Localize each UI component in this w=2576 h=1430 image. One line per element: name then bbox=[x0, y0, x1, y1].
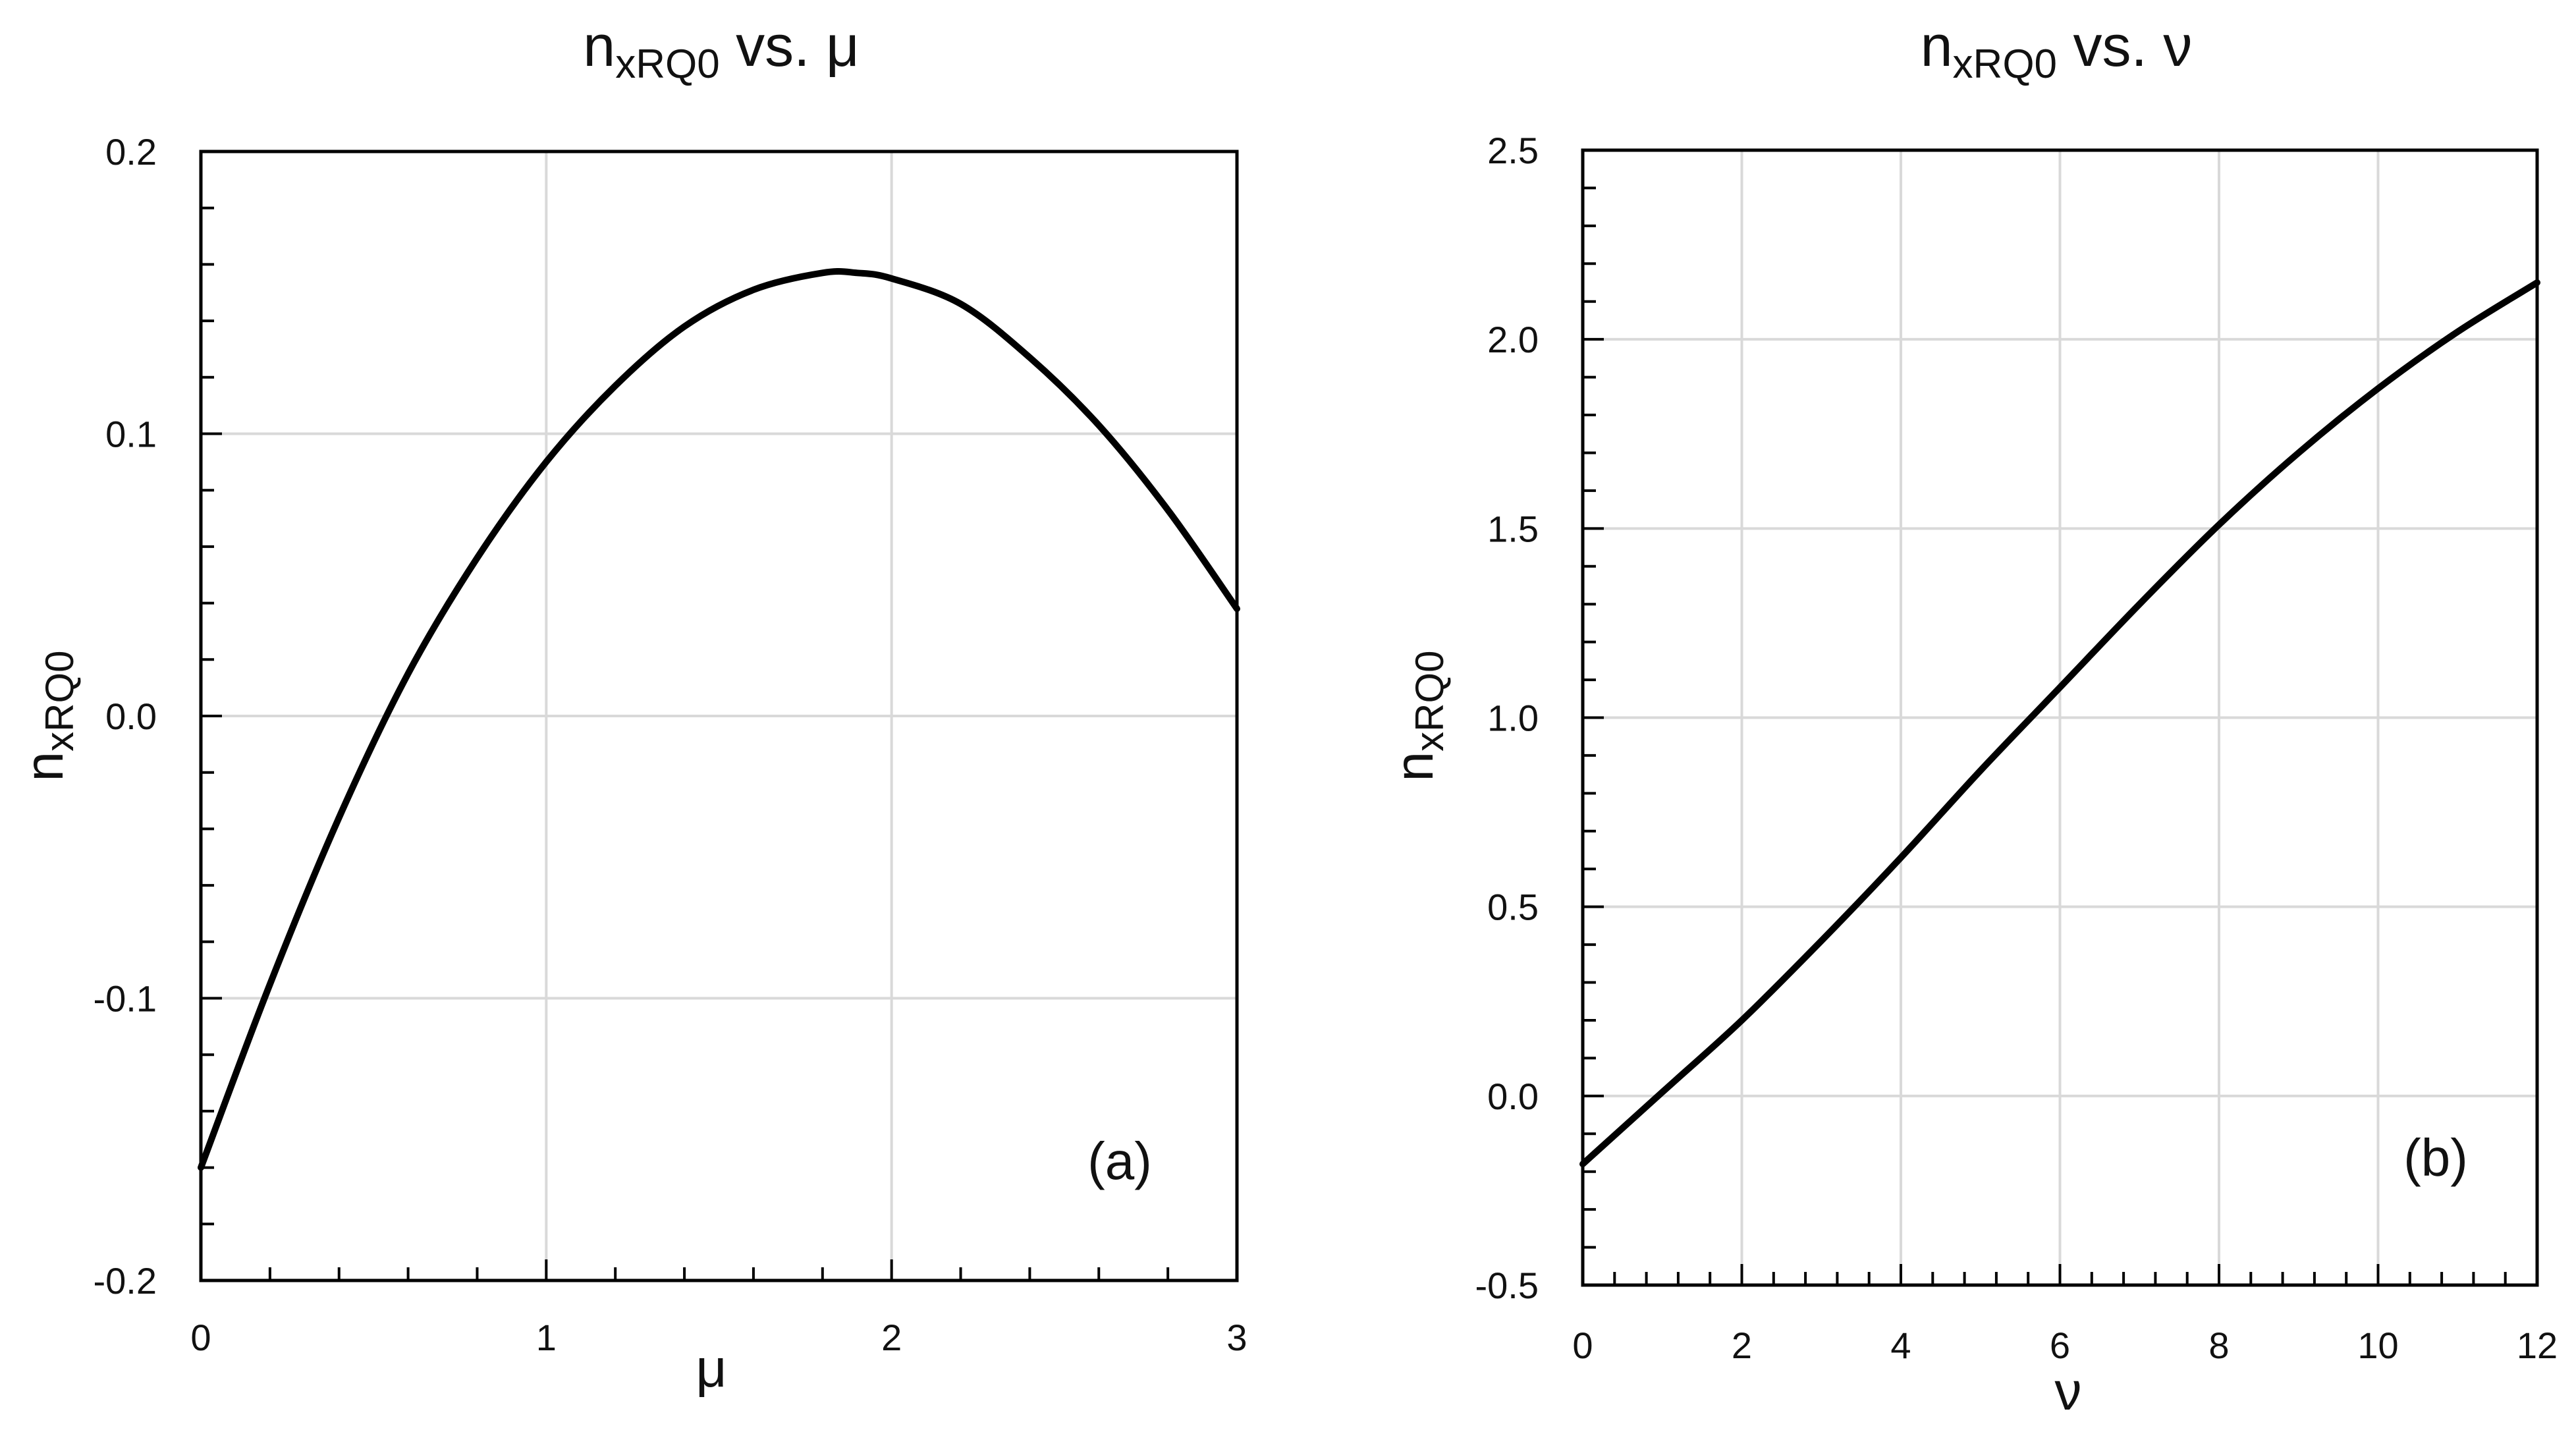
x-tick-label: 0 bbox=[190, 1317, 211, 1358]
chart-panel-b: 0 2 4 6 8 10 12 -0.5 0.0 0.5 1.0 1.5 2.0 2.5 nxRQ0 vs.… bbox=[1384, 13, 2558, 1421]
x-tick-label: 4 bbox=[1890, 1325, 1911, 1366]
y-tick-label: 1.5 bbox=[1487, 508, 1539, 549]
x-tick-label: 6 bbox=[2050, 1325, 2070, 1366]
panel-tag: (a) bbox=[1087, 1132, 1152, 1190]
x-tick-label: 10 bbox=[2357, 1325, 2398, 1366]
y-tick-label: 1.0 bbox=[1487, 698, 1539, 739]
series-line bbox=[1579, 279, 2540, 1168]
x-tick-label: 12 bbox=[2517, 1325, 2558, 1366]
x-axis-label: ν bbox=[2055, 1361, 2082, 1421]
y-tick-label: -0.5 bbox=[1475, 1265, 1539, 1306]
x-tick-label: 2 bbox=[881, 1317, 902, 1358]
x-tick-label: 2 bbox=[1732, 1325, 1752, 1366]
x-tick-label: 8 bbox=[2208, 1325, 2229, 1366]
y-tick-label: 0.0 bbox=[1487, 1076, 1539, 1117]
y-tick-label: -0.1 bbox=[94, 978, 157, 1020]
y-tick-label: 0.1 bbox=[105, 414, 157, 455]
chart-title: nxRQ0 vs. ν bbox=[1921, 13, 2193, 87]
y-tick-label: 2.0 bbox=[1487, 319, 1539, 360]
y-axis-label: nxRQ0 bbox=[14, 651, 82, 782]
plot-frame bbox=[1581, 148, 2539, 1287]
series-line bbox=[198, 268, 1240, 1171]
y-tick-label: -0.2 bbox=[94, 1260, 157, 1302]
y-tick-label: 0.0 bbox=[105, 696, 157, 737]
chart-title: nxRQ0 vs. μ bbox=[583, 13, 860, 87]
panel-tag: (b) bbox=[2403, 1128, 2468, 1187]
y-tick-label: 0.2 bbox=[105, 131, 157, 173]
y-tick-label: 2.5 bbox=[1487, 130, 1539, 171]
y-axis-label: nxRQ0 bbox=[1384, 651, 1452, 782]
chart-panel-a: 0 1 2 3 -0.2 -0.1 0.0 0.1 0.2 nxRQ0 vs. μ μ nxRQ0 (a… bbox=[14, 13, 1247, 1398]
x-axis-label: μ bbox=[696, 1338, 726, 1398]
x-tick-label: 0 bbox=[1572, 1325, 1593, 1366]
plot-frame bbox=[199, 150, 1239, 1282]
y-tick-label: 0.5 bbox=[1487, 887, 1539, 928]
x-tick-label: 3 bbox=[1226, 1317, 1247, 1358]
x-tick-label: 1 bbox=[536, 1317, 557, 1358]
